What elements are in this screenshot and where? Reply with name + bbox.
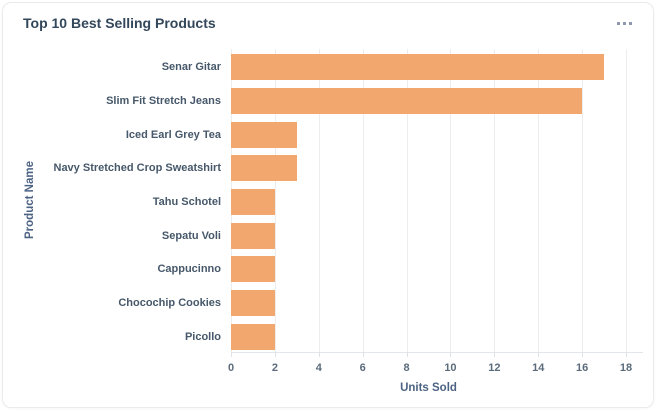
bar-slim-fit-stretch-jeans[interactable] (231, 88, 583, 114)
bar-chocochip-cookies[interactable] (231, 290, 275, 316)
category-label-navy-stretched-crop-sweatshirt: Navy Stretched Crop Sweatshirt (53, 162, 222, 175)
gridline (274, 49, 276, 352)
gridline (450, 49, 452, 352)
x-tick-label: 6 (359, 362, 366, 374)
x-tick-mark (538, 352, 540, 357)
bar-tahu-schotel[interactable] (231, 189, 275, 215)
x-tick-mark (494, 352, 496, 357)
x-tick-label: 8 (403, 362, 410, 374)
x-tick-label: 4 (315, 362, 322, 374)
category-label-sepatu-voli: Sepatu Voli (161, 229, 221, 242)
category-label-tahu-schotel: Tahu Schotel (152, 196, 221, 208)
category-label-slim-fit-stretch-jeans: Slim Fit Stretch Jeans (106, 95, 221, 107)
chart-card: Top 10 Best Selling Products Product Nam… (2, 2, 654, 408)
gridline (362, 49, 364, 352)
x-axis-title: Units Sold (400, 382, 457, 394)
gridline (318, 49, 320, 352)
x-tick-label: 14 (532, 362, 545, 374)
card-menu-button[interactable] (612, 17, 637, 30)
category-label-chocochip-cookies: Chocochip Cookies (118, 297, 221, 309)
gridline (538, 49, 540, 352)
x-tick-label: 16 (575, 362, 589, 374)
x-tick-label: 0 (227, 362, 235, 374)
x-tick-label: 18 (619, 362, 633, 374)
x-tick-mark (231, 352, 232, 357)
x-tick-mark (450, 352, 452, 357)
x-tick-mark (406, 352, 408, 357)
bar-sepatu-voli[interactable] (231, 222, 275, 249)
category-label-picollo: Picollo (184, 330, 221, 343)
x-tick-label: 2 (271, 362, 278, 374)
x-tick-label: 12 (488, 362, 501, 374)
x-tick-mark (274, 352, 276, 357)
x-tick-label: 10 (444, 362, 457, 374)
gridline (582, 49, 584, 352)
bar-senar-gitar[interactable] (231, 54, 605, 81)
x-tick-mark (582, 352, 584, 357)
x-tick-mark (318, 352, 320, 357)
x-axis-line (231, 352, 643, 353)
gridline (494, 49, 496, 352)
ellipsis-icon (623, 22, 626, 25)
bar-picollo[interactable] (231, 323, 275, 350)
x-tick-mark (362, 352, 364, 357)
gridline (626, 49, 627, 352)
bar-cappucinno[interactable] (231, 256, 275, 283)
card-title: Top 10 Best Selling Products (23, 15, 216, 31)
bar-iced-earl-grey-tea[interactable] (231, 121, 297, 148)
x-tick-mark (626, 352, 627, 357)
gridline (406, 49, 408, 352)
bar-navy-stretched-crop-sweatshirt[interactable] (231, 155, 297, 182)
category-label-senar-gitar: Senar Gitar (161, 61, 221, 74)
ellipsis-icon (617, 22, 620, 25)
plot-area (231, 49, 627, 352)
category-label-cappucinno: Cappucinno (157, 263, 221, 276)
category-label-iced-earl-grey-tea: Iced Earl Grey Tea (125, 128, 221, 141)
ellipsis-icon (629, 22, 632, 25)
